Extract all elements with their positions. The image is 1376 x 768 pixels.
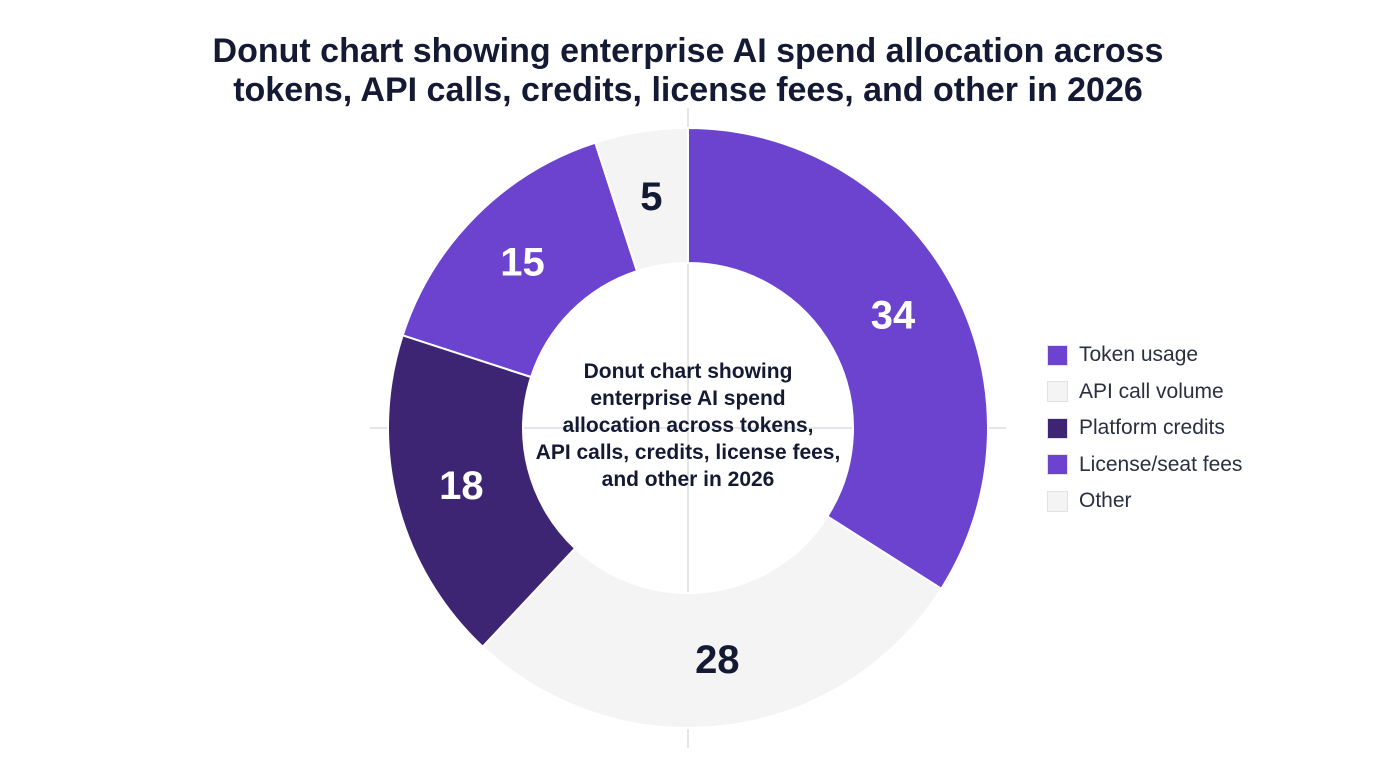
- center-label-line-1: Donut chart showing: [583, 360, 793, 383]
- center-label-line-5: and other in 2026: [601, 468, 775, 491]
- legend-swatch: [1047, 454, 1068, 475]
- donut-slice-other: [594, 126, 689, 273]
- slice-value-label: 28: [695, 638, 740, 682]
- donut-slices: [387, 126, 989, 729]
- slice-value-label: 34: [871, 293, 916, 337]
- slice-value-label: 15: [500, 241, 545, 285]
- center-label-line-4: API calls, credits, license fees,: [535, 441, 841, 464]
- legend-swatch: [1047, 490, 1068, 512]
- donut-slice-api-call-volume: [481, 515, 943, 729]
- slice-value-label: 18: [439, 464, 484, 508]
- legend-item-token-usage: Token usage: [1047, 343, 1242, 366]
- legend-label: API call volume: [1079, 379, 1224, 403]
- legend-label: License/seat fees: [1079, 452, 1243, 476]
- legend-swatch: [1047, 344, 1068, 366]
- legend-item-api-call-volume: API call volume: [1047, 379, 1242, 403]
- chart-title: Donut chart showing enterprise AI spend …: [0, 32, 1376, 110]
- legend-swatch: [1047, 381, 1068, 402]
- center-label-line-3: allocation across tokens,: [562, 414, 814, 437]
- donut-slice-token-usage: [687, 126, 989, 591]
- legend-label: Token usage: [1079, 343, 1199, 366]
- chart-title-line-1: Donut chart showing enterprise AI spend …: [212, 32, 1164, 70]
- donut-center-label: Donut chart showing enterprise AI spend …: [508, 358, 868, 493]
- donut-slice-license-seat-fees: [401, 141, 639, 379]
- legend-label: Platform credits: [1079, 416, 1225, 439]
- slice-value-labels: 34 28 18 15 5: [439, 175, 916, 682]
- chart-title-line-2: tokens, API calls, credits, license fees…: [233, 71, 1143, 109]
- center-label-line-2: enterprise AI spend: [590, 387, 786, 410]
- legend-item-platform-credits: Platform credits: [1047, 416, 1242, 439]
- legend-item-other: Other: [1047, 489, 1242, 512]
- slice-value-label: 5: [640, 175, 662, 219]
- legend-item-license-seat-fees: License/seat fees: [1047, 452, 1243, 476]
- legend-swatch: [1047, 417, 1068, 439]
- legend-label: Other: [1079, 489, 1132, 512]
- donut-slice-platform-credits: [387, 334, 577, 649]
- chart-legend: Token usage API call volume Platform cre…: [1047, 343, 1243, 527]
